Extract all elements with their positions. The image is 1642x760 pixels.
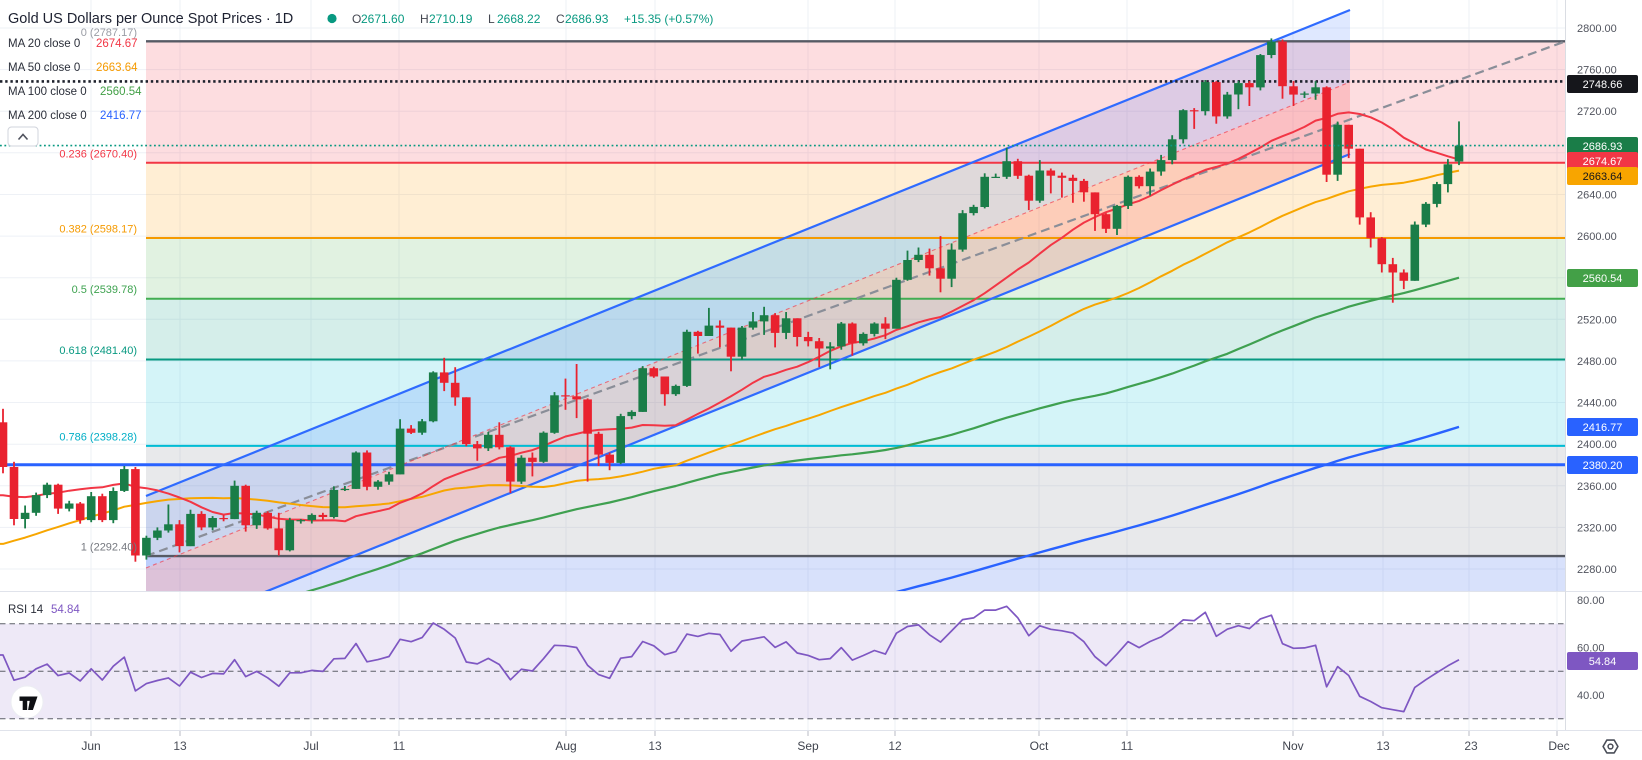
svg-text:0.382 (2598.17): 0.382 (2598.17) [59,224,137,236]
svg-text:40.00: 40.00 [1577,690,1605,702]
svg-text:2668.22: 2668.22 [497,12,541,26]
svg-text:2663.64: 2663.64 [1583,171,1623,183]
svg-text:2710.19: 2710.19 [429,12,473,26]
svg-text:Oct: Oct [1030,739,1049,753]
svg-text:2720.00: 2720.00 [1577,106,1617,118]
svg-text:11: 11 [1121,739,1134,753]
svg-text:2320.00: 2320.00 [1577,522,1617,534]
svg-text:2480.00: 2480.00 [1577,356,1617,368]
svg-text:Dec: Dec [1548,739,1569,753]
svg-text:0 (2787.17): 0 (2787.17) [81,27,137,39]
svg-text:1 (2292.40): 1 (2292.40) [81,542,137,554]
svg-text:O: O [352,12,361,26]
svg-text:MA 100 close 0: MA 100 close 0 [8,86,87,98]
svg-text:60.00: 60.00 [1577,643,1605,655]
svg-text:80.00: 80.00 [1577,595,1605,607]
svg-text:MA 200 close 0: MA 200 close 0 [8,110,87,122]
svg-text:+15.35 (+0.57%): +15.35 (+0.57%) [624,12,713,26]
svg-text:C: C [556,12,565,26]
svg-text:2760.00: 2760.00 [1577,65,1617,77]
svg-text:11: 11 [393,739,406,753]
svg-text:0.236 (2670.40): 0.236 (2670.40) [59,148,137,160]
svg-text:H: H [420,12,429,26]
svg-text:2686.93: 2686.93 [565,12,609,26]
svg-text:Sep: Sep [797,739,819,753]
svg-text:13: 13 [648,739,662,753]
svg-text:2560.54: 2560.54 [1583,273,1623,285]
svg-text:0.618 (2481.40): 0.618 (2481.40) [59,345,137,357]
svg-text:2674.67: 2674.67 [96,38,138,50]
svg-text:2400.00: 2400.00 [1577,439,1617,451]
svg-text:2674.67: 2674.67 [1583,156,1623,168]
svg-text:2671.60: 2671.60 [361,12,405,26]
svg-text:2800.00: 2800.00 [1577,23,1617,35]
svg-text:0.786 (2398.28): 0.786 (2398.28) [59,431,137,443]
svg-text:23: 23 [1464,739,1478,753]
svg-text:L: L [488,12,495,26]
svg-text:2520.00: 2520.00 [1577,314,1617,326]
svg-text:2380.20: 2380.20 [1583,460,1623,472]
svg-text:2748.66: 2748.66 [1583,79,1623,91]
svg-text:2640.00: 2640.00 [1577,190,1617,202]
svg-text:RSI 14: RSI 14 [8,604,44,616]
svg-text:Aug: Aug [555,739,576,753]
svg-text:2360.00: 2360.00 [1577,481,1617,493]
svg-text:2600.00: 2600.00 [1577,231,1617,243]
svg-text:2560.54: 2560.54 [100,86,142,98]
svg-text:2416.77: 2416.77 [1583,422,1623,434]
svg-text:Jun: Jun [81,739,100,753]
svg-text:2686.93: 2686.93 [1583,141,1623,153]
svg-text:2663.64: 2663.64 [96,62,138,74]
svg-text:Nov: Nov [1282,739,1303,753]
svg-text:12: 12 [888,739,902,753]
svg-text:2280.00: 2280.00 [1577,564,1617,576]
svg-text:13: 13 [173,739,187,753]
svg-text:Jul: Jul [303,739,318,753]
svg-text:54.84: 54.84 [1589,656,1617,668]
svg-text:2416.77: 2416.77 [100,110,142,122]
svg-text:54.84: 54.84 [51,604,80,616]
svg-text:MA 20 close 0: MA 20 close 0 [8,38,80,50]
svg-text:MA 50 close 0: MA 50 close 0 [8,62,80,74]
svg-text:13: 13 [1376,739,1390,753]
svg-text:2440.00: 2440.00 [1577,398,1617,410]
svg-text:Gold US Dollars per Ounce Spot: Gold US Dollars per Ounce Spot Prices · … [8,11,293,27]
svg-text:0.5 (2539.78): 0.5 (2539.78) [72,284,137,296]
